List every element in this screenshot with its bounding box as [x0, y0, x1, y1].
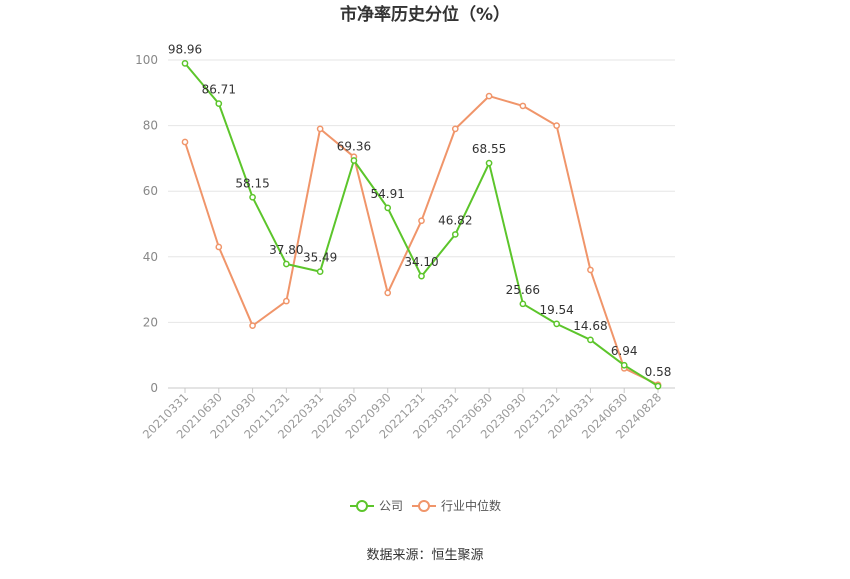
data-label-10: 25.66	[506, 283, 540, 297]
series-0-point-0	[181, 60, 189, 67]
series-0-point-12	[587, 336, 594, 344]
series-1-point-3	[283, 297, 290, 305]
series-lines	[181, 60, 662, 390]
legend-item-0: 公司	[350, 499, 403, 513]
y-axis: 0 20 40 60 80 100	[135, 53, 158, 395]
series-0-point-3	[283, 260, 290, 268]
y-tick-label-0: 0	[150, 381, 158, 395]
y-tick-label-60: 60	[143, 184, 158, 198]
series-0-point-7	[418, 272, 425, 280]
data-label-5: 69.36	[337, 139, 371, 153]
series-0-point-5	[350, 157, 358, 164]
series-0-point-14	[654, 382, 662, 390]
series-1-point-2	[249, 322, 256, 330]
y-tick-label-40: 40	[143, 250, 158, 264]
series-1-point-6	[384, 289, 392, 297]
data-label-0: 98.96	[168, 42, 202, 56]
data-label-2: 58.15	[235, 176, 269, 190]
data-label-1: 86.71	[202, 83, 236, 97]
legend-swatch-marker-1	[418, 500, 430, 512]
series-0-point-6	[384, 204, 392, 212]
series-0-point-2	[249, 193, 256, 201]
y-tick-label-100: 100	[135, 53, 158, 67]
source-note: 数据来源：恒生聚源	[366, 548, 483, 563]
series-line-1	[184, 95, 659, 386]
series-0-point-10	[519, 300, 527, 308]
legend: 公司 行业中位数	[350, 498, 501, 513]
x-axis: 2021033120210630202109302021123120220331…	[140, 387, 675, 442]
y-tick-label-80: 80	[143, 119, 158, 133]
series-0-point-1	[215, 100, 223, 107]
y-tick-label-20: 20	[143, 315, 158, 329]
data-label-7: 34.10	[404, 255, 438, 269]
series-1-point-1	[215, 243, 223, 251]
data-label-13: 6.94	[611, 344, 638, 358]
data-label-8: 46.82	[438, 213, 472, 227]
series-0-point-8	[451, 231, 459, 238]
series-1-point-11	[553, 122, 560, 129]
data-label-12: 14.68	[573, 319, 607, 333]
series-1-point-7	[418, 217, 425, 225]
series-1-point-4	[316, 125, 324, 133]
series-1-point-10	[519, 102, 527, 110]
data-label-3: 37.80	[269, 243, 303, 257]
series-0-point-13	[620, 361, 628, 369]
grid-lines	[168, 59, 675, 323]
series-1-point-0	[181, 138, 189, 146]
data-label-6: 54.91	[371, 187, 405, 201]
series-1-point-8	[451, 125, 459, 133]
series-1-point-12	[587, 266, 594, 274]
series-1-point-9	[485, 92, 493, 100]
series-0-point-4	[316, 268, 324, 275]
legend-label-0: 公司	[379, 499, 403, 513]
series-0	[181, 60, 662, 390]
legend-swatch-marker-0	[356, 500, 368, 512]
data-label-11: 19.54	[539, 303, 573, 317]
series-line-0	[184, 62, 659, 387]
data-label-4: 35.49	[303, 251, 337, 265]
series-1	[181, 92, 662, 389]
series-0-point-9	[485, 159, 493, 167]
series-0-point-11	[553, 320, 560, 328]
legend-item-1: 行业中位数	[412, 498, 501, 513]
data-label-9: 68.55	[472, 142, 506, 156]
chart-title: 市净率历史分位（%）	[340, 4, 510, 25]
data-label-14: 0.58	[645, 365, 672, 379]
legend-label-1: 行业中位数	[441, 498, 501, 513]
